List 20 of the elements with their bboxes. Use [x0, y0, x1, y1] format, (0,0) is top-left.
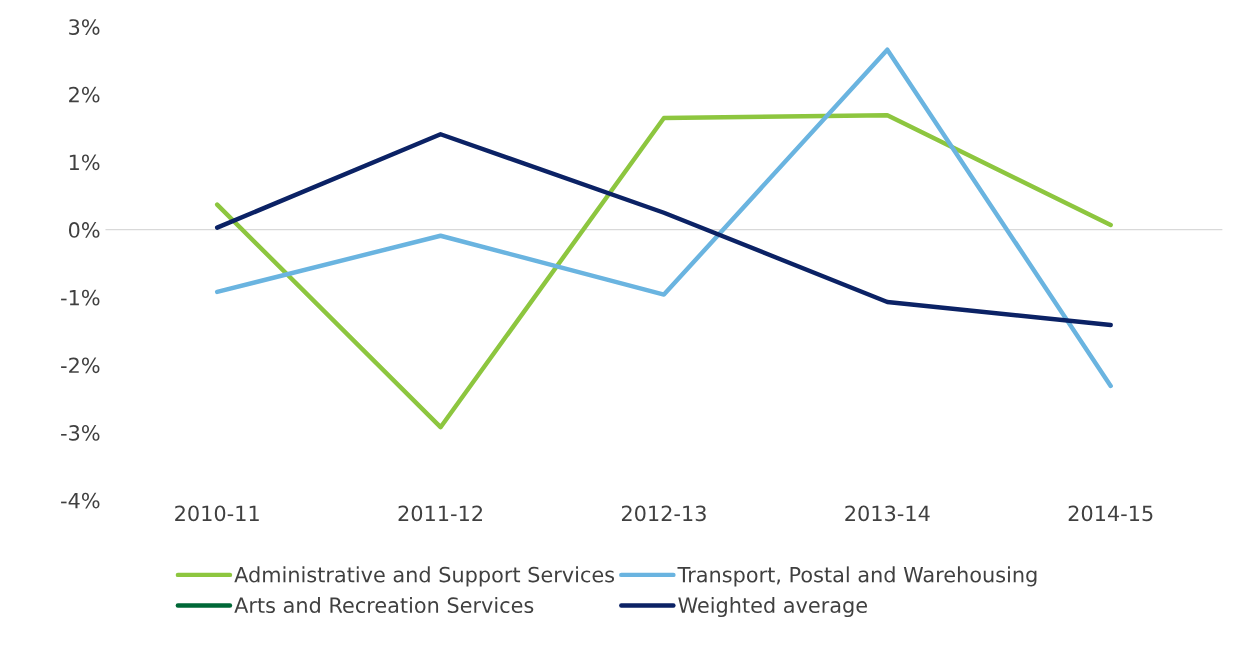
y-tick-label: -4%: [61, 492, 100, 509]
y-tick-label: 1%: [69, 154, 100, 171]
line-series: [214, 113, 1113, 430]
y-tick-label: 0%: [68, 222, 100, 238]
y-tick-label: -3%: [61, 425, 100, 441]
y-tick-label: -1%: [61, 289, 100, 306]
legend-label: Weighted average: [678, 596, 867, 618]
line-series: [214, 47, 1113, 389]
x-tick-label: 2013-14: [845, 505, 930, 522]
legend-label: Transport, Postal and Warehousing: [677, 566, 1037, 587]
y-tick-label: 2%: [69, 86, 100, 103]
line-series: [214, 132, 1113, 328]
x-tick-label: 2012-13: [621, 505, 706, 522]
y-tick-label: 3%: [69, 19, 100, 35]
x-tick-label: 2010-11: [175, 505, 259, 522]
x-tick-label: 2014-15: [1068, 505, 1153, 522]
x-tick-label: 2011-12: [398, 505, 482, 522]
legend-label: Administrative and Support Services: [234, 566, 615, 587]
y-tick-label: -2%: [61, 357, 100, 374]
legend-label: Arts and Recreation Services: [234, 596, 534, 614]
